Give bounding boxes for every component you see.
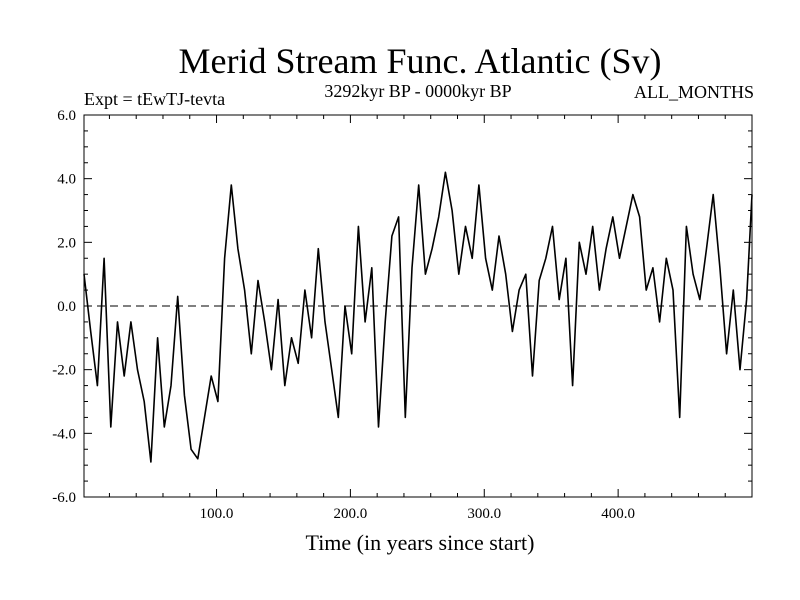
- y-tick-label: -2.0: [52, 363, 76, 379]
- experiment-label: Expt = tEwTJ-tevta: [84, 89, 225, 109]
- y-tick-label: -4.0: [52, 426, 76, 442]
- y-tick-label: 6.0: [57, 108, 76, 124]
- y-tick-label: 2.0: [57, 235, 76, 251]
- months-label: ALL_MONTHS: [634, 82, 754, 102]
- x-tick-label: 300.0: [467, 506, 501, 522]
- y-tick-label: 4.0: [57, 172, 76, 188]
- series-line-0: [83, 171, 753, 463]
- x-axis-label: Time (in years since start): [306, 530, 535, 555]
- y-tick-label: -6.0: [52, 490, 76, 506]
- x-tick-label: 400.0: [601, 506, 635, 522]
- x-tick-label: 200.0: [334, 506, 368, 522]
- plot-frame: [83, 114, 753, 498]
- chart-title: Merid Stream Func. Atlantic (Sv): [179, 41, 662, 81]
- y-tick-label: 0.0: [57, 299, 76, 315]
- time-range-label: 3292kyr BP - 0000kyr BP: [324, 81, 511, 101]
- plot-area: 6.0 4.0 2.0 0.0 -2.0 -4.0 -6.0 100.0 200.0 300.0 4…: [52, 108, 753, 522]
- x-tick-label: 100.0: [200, 506, 234, 522]
